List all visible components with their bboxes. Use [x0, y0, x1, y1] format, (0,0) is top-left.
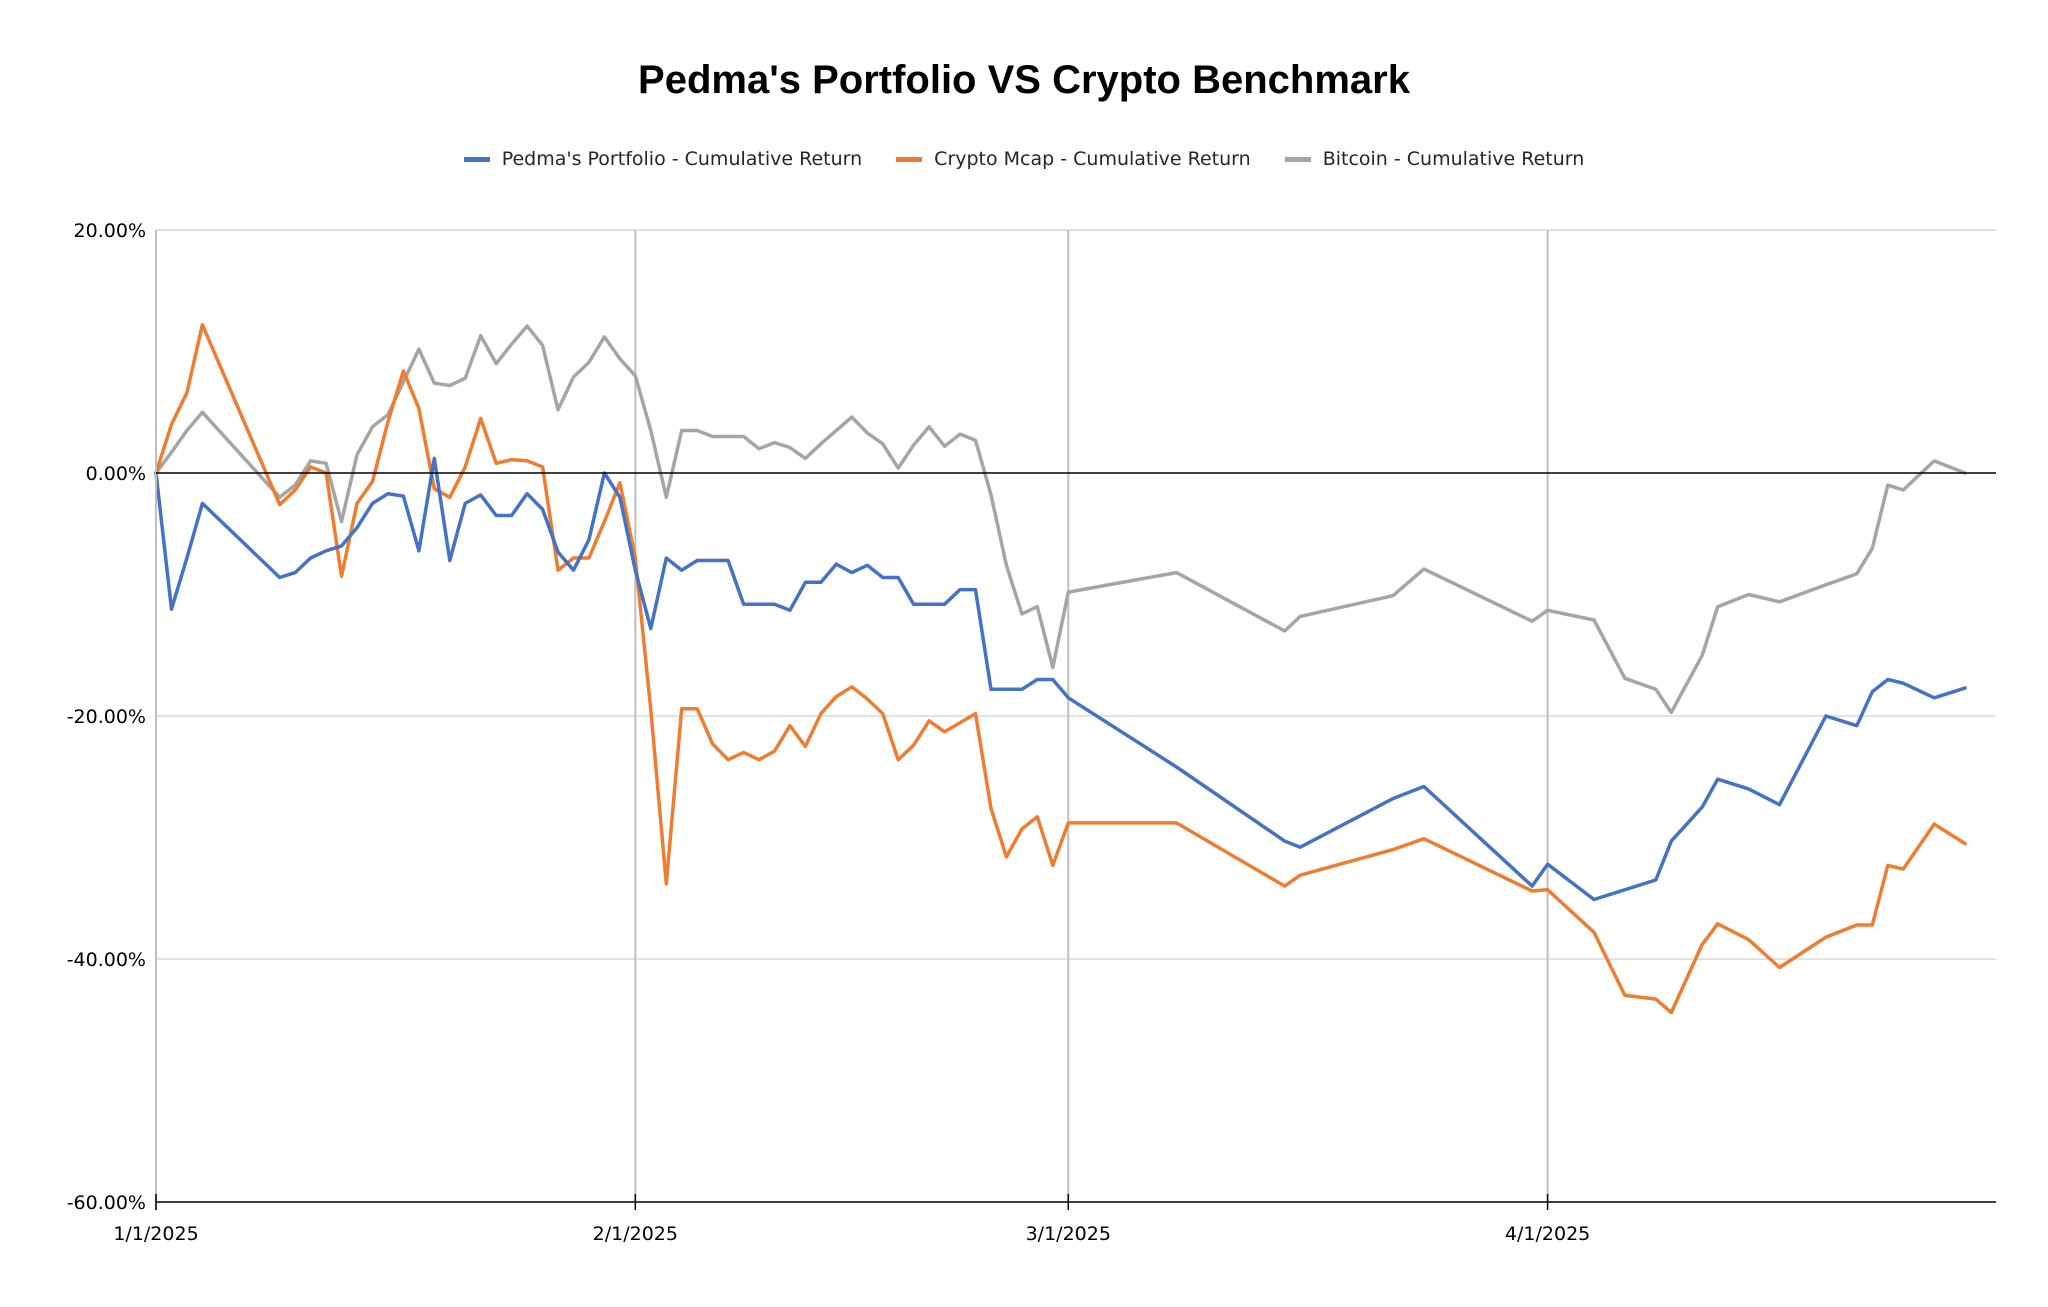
series-layer — [154, 323, 1967, 1015]
legend-label-crypto-mcap: Crypto Mcap - Cumulative Return — [934, 148, 1251, 170]
x-tick-label: 1/1/2025 — [113, 1223, 198, 1245]
y-tick-label: -60.00% — [67, 1192, 146, 1214]
x-tick-label: 4/1/2025 — [1505, 1223, 1590, 1245]
x-tick-label: 2/1/2025 — [593, 1223, 678, 1245]
legend-item-portfolio[interactable]: Pedma's Portfolio - Cumulative Return — [463, 148, 863, 170]
chart-legend: Pedma's Portfolio - Cumulative Return Cr… — [0, 148, 2048, 170]
series-line-portfolio — [154, 456, 1967, 902]
y-tick-label: -20.00% — [67, 706, 146, 728]
axis-layer: 20.00% 0.00% -20.00% -40.00% -60.00% 1/1/2025… — [67, 220, 1996, 1245]
legend-swatch-crypto-mcap — [896, 156, 923, 162]
series-line-crypto-mcap — [154, 323, 1967, 1015]
legend-label-bitcoin: Bitcoin - Cumulative Return — [1322, 148, 1585, 170]
legend-swatch-bitcoin — [1284, 156, 1311, 162]
chart-title: Pedma's Portfolio VS Crypto Benchmark — [638, 58, 1410, 102]
x-tick-label: 3/1/2025 — [1026, 1223, 1111, 1245]
legend-item-bitcoin[interactable]: Bitcoin - Cumulative Return — [1284, 148, 1585, 170]
y-tick-label: 0.00% — [86, 463, 146, 485]
legend-label-portfolio: Pedma's Portfolio - Cumulative Return — [501, 148, 863, 170]
legend-item-crypto-mcap[interactable]: Crypto Mcap - Cumulative Return — [896, 148, 1251, 170]
series-line-bitcoin — [154, 324, 1967, 715]
y-tick-label: -40.00% — [67, 949, 146, 971]
legend-swatch-portfolio — [463, 156, 490, 162]
y-tick-label: 20.00% — [74, 220, 146, 242]
grid-layer — [156, 229, 1996, 1202]
